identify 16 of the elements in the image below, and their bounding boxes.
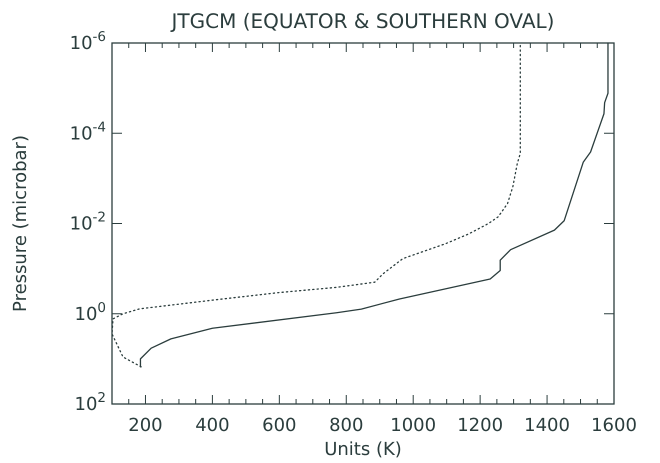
y-axis-title: Pressure (microbar) xyxy=(10,135,31,312)
x-axis-title: Units (K) xyxy=(324,439,402,460)
x-tick-label: 1600 xyxy=(591,415,637,436)
y-tick-label: 10$^{0}$ xyxy=(74,300,106,325)
x-tick-label: 800 xyxy=(329,415,364,436)
y-tick-label: 10$^{-2}$ xyxy=(70,210,106,234)
x-tick-label: 200 xyxy=(128,415,163,436)
x-tick-label: 1200 xyxy=(457,415,504,436)
x-tick-label: 1400 xyxy=(524,415,570,436)
x-tick-label: 1000 xyxy=(390,415,436,436)
y-tick-label: 10$^{-6}$ xyxy=(70,29,106,54)
x-tick-label: 400 xyxy=(195,415,230,436)
x-tick-label: 600 xyxy=(262,415,297,436)
y-tick-label: 10$^{2}$ xyxy=(74,390,106,415)
chart-title: JTGCM (EQUATOR & SOUTHERN OVAL) xyxy=(170,9,554,33)
y-tick-label: 10$^{-4}$ xyxy=(70,119,106,144)
